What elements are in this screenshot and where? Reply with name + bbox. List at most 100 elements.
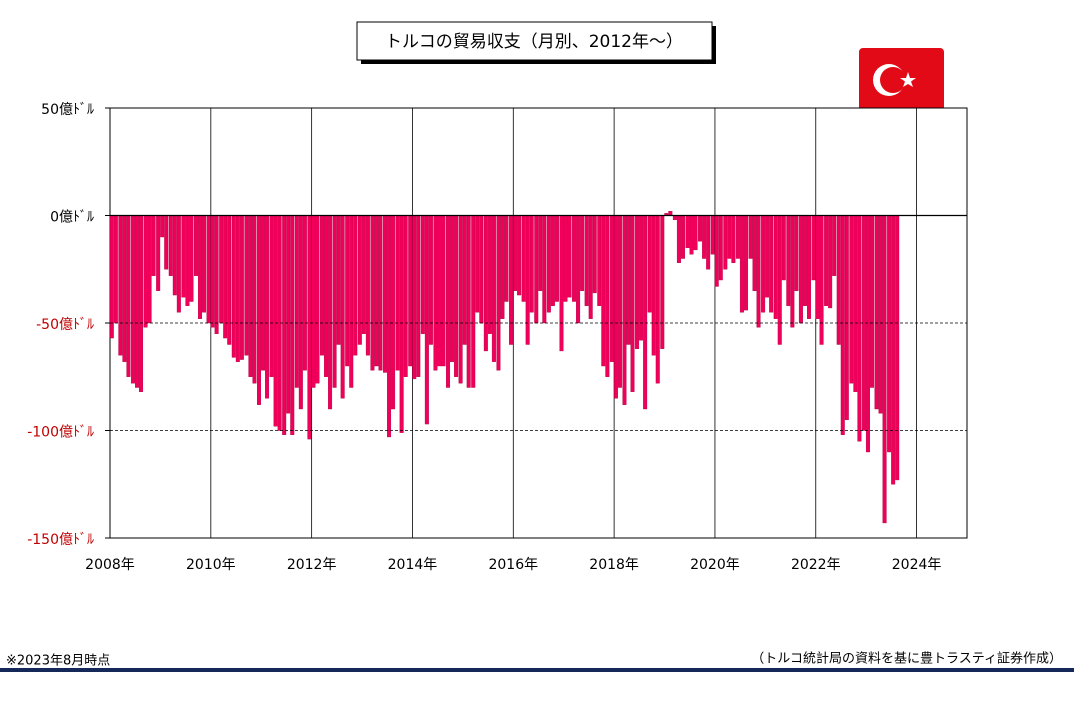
bar [874,215,879,410]
bar [181,215,186,298]
y-tick-label: -150億ﾄﾞﾙ [27,532,94,548]
bar [202,215,207,313]
bar [252,215,257,384]
bar [428,215,433,345]
bar [168,215,173,276]
bar [550,215,555,307]
bar [554,215,559,302]
y-tick-label: 0億ﾄﾞﾙ [50,210,94,226]
bar [563,215,568,302]
bar [824,215,829,307]
bar [643,215,648,410]
bar [113,215,118,324]
bar [802,215,807,307]
bar [164,215,169,270]
bar [239,215,244,360]
bar [798,215,803,324]
bar [718,215,723,281]
bar [298,215,303,410]
bar [189,215,194,302]
bar [504,215,509,302]
bar [781,215,786,281]
bar [542,215,547,324]
bar [315,215,320,384]
bar [567,215,572,298]
x-tick-label: 2020年 [690,557,740,573]
bar [420,215,425,334]
bar [151,215,156,276]
bar [743,215,748,311]
bar [466,215,471,388]
bar [693,215,698,251]
bar [361,215,366,334]
bar [307,215,312,440]
bar [294,215,299,388]
bar [819,215,824,345]
y-tick-label: -100億ﾄﾞﾙ [27,425,94,441]
bar [483,215,488,352]
x-tick-label: 2014年 [388,557,438,573]
bar [588,215,593,319]
bar [487,215,492,334]
bar [227,215,232,345]
bar [416,215,421,377]
bar [647,215,652,313]
bar [572,215,577,302]
bar [454,215,459,377]
bar [672,215,677,221]
bar [865,215,870,453]
bar [756,215,761,328]
bar [635,215,640,350]
bar [735,215,740,259]
bar [777,215,782,345]
bar [176,215,181,313]
flag-star [900,72,916,87]
bar [424,215,429,425]
bar [651,215,656,356]
bar [538,215,543,291]
bar [399,215,404,433]
bar [546,215,551,313]
bar [290,215,295,436]
bar [655,215,660,384]
bar [450,215,455,362]
bar [248,215,253,377]
bar [491,215,496,362]
bar [340,215,345,399]
bar [269,215,274,377]
bar [302,215,307,371]
source: （トルコ統計局の資料を基に豊トラスティ証券作成） [751,651,1062,667]
bar [403,215,408,377]
bar [156,215,161,291]
bar [882,215,887,524]
flag-crescent-cut [880,67,906,93]
bar [160,215,165,238]
bar [412,215,417,380]
bar [353,215,358,356]
bar [891,215,896,485]
bar [378,215,383,371]
bar [811,215,816,281]
bar [660,215,665,350]
bar [576,215,581,324]
bar [441,215,446,367]
bar [311,215,316,388]
bar [676,215,681,263]
x-tick-label: 2010年 [186,557,236,573]
bar [408,215,413,367]
bar [475,215,480,313]
chart-title: トルコの貿易収支（月別、2012年～） [385,32,683,52]
bar [790,215,795,328]
bar [534,215,539,324]
bar [529,215,534,313]
bar [286,215,291,414]
x-tick-label: 2018年 [589,557,639,573]
bar [617,215,622,388]
bar [853,215,858,393]
bar [219,215,224,324]
bar [193,215,198,276]
bar [517,215,522,296]
bar [639,215,644,341]
bar [509,215,514,345]
bar [391,215,396,410]
